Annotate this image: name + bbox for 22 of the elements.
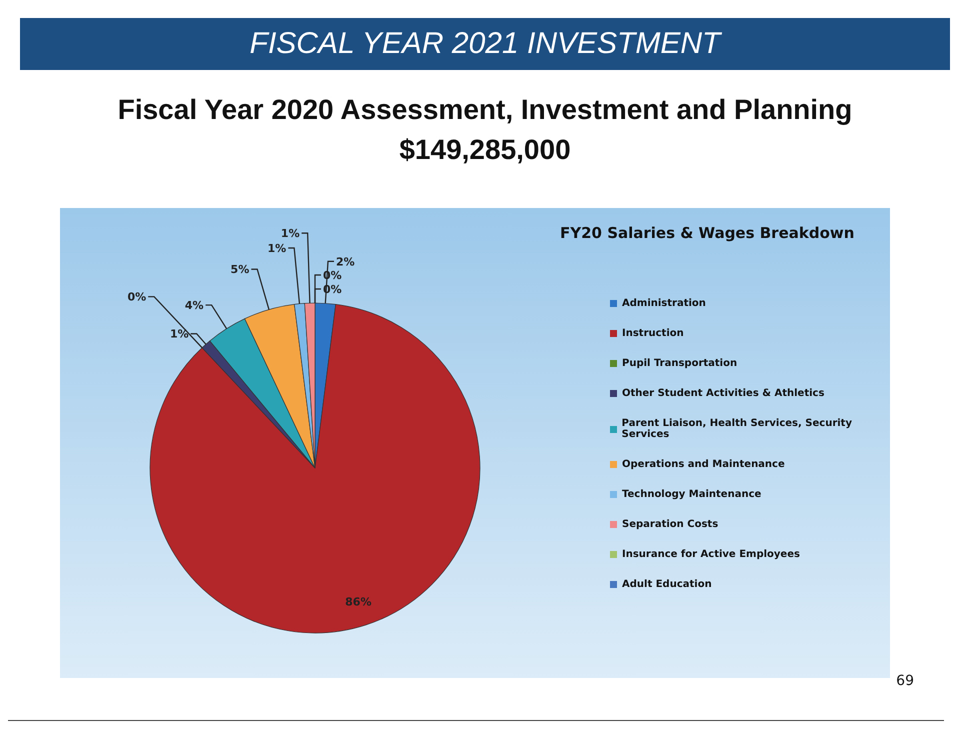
legend-label: Insurance for Active Employees (622, 549, 800, 560)
legend-label: Instruction (622, 328, 684, 339)
legend-label: Adult Education (622, 579, 712, 590)
text: 0% (127, 290, 146, 304)
data-label: 86% (345, 595, 372, 608)
legend-label: Operations and Maintenance (622, 459, 785, 470)
data-label: 1% (280, 227, 300, 240)
legend-label: Pupil Transportation (622, 358, 738, 369)
data-label: 1% (170, 328, 189, 341)
legend-label: Administration (622, 298, 706, 309)
text: FY20 Salaries & Wages Breakdown (560, 224, 854, 242)
legend-label: Other Student Activities & Athletics (622, 388, 824, 399)
data-label: 4% (184, 299, 204, 312)
data-label: 2% (336, 255, 355, 268)
data-label: 1% (268, 242, 286, 255)
legend-label: Separation Costs (622, 519, 718, 530)
data-label: 5% (230, 263, 250, 276)
chart-subtitle: Fiscal Year 2020 Assessment, Investment and Planning $149,285,000 (116, 93, 854, 167)
chart-title: FISCAL YEAR 2021 INVESTMENT (20, 18, 950, 70)
legend-label: Technology Maintenance (622, 489, 762, 500)
legend-label: Parent Liaison, Health Services, Security Services (622, 418, 853, 440)
text: 69 (896, 673, 914, 689)
